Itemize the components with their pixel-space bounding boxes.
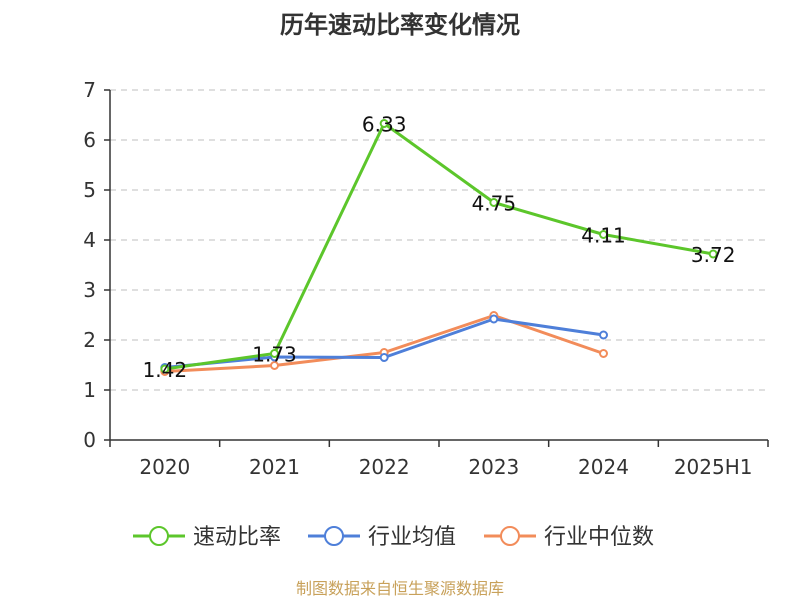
- y-tick-label: 7: [83, 78, 96, 102]
- x-tick-label: 2021: [249, 455, 300, 479]
- data-point: [599, 349, 608, 358]
- legend-marker-icon: [500, 526, 520, 546]
- chart-title: 历年速动比率变化情况: [280, 11, 520, 39]
- data-point: [489, 314, 499, 324]
- legend-item[interactable]: 速动比率: [133, 525, 281, 550]
- data-point: [489, 198, 499, 207]
- x-tick-label: 2020: [139, 455, 190, 479]
- x-tick-label: 2025H1: [674, 455, 753, 479]
- data-point: [599, 330, 608, 340]
- data-point: [599, 230, 608, 239]
- data-label: 4.75: [472, 192, 517, 216]
- series-lines: [160, 119, 718, 376]
- y-tick-label: 6: [83, 128, 96, 152]
- legend-label: 行业中位数: [544, 525, 654, 550]
- data-point: [708, 249, 718, 259]
- y-tick-label: 4: [83, 228, 96, 252]
- source-note: 制图数据来自恒生聚源数据库: [296, 579, 504, 598]
- series-line: [164, 122, 714, 371]
- grid-lines: [110, 89, 768, 391]
- legend-item[interactable]: 行业均值: [308, 525, 456, 550]
- data-labels: 1.42 1.73 6.33 4.75 4.11 3.72: [143, 113, 736, 383]
- y-tick-label: 1: [83, 378, 96, 402]
- y-tick-label: 3: [83, 278, 96, 302]
- data-label: 1.73: [252, 343, 297, 367]
- data-label: 3.72: [691, 243, 736, 267]
- data-point: [270, 361, 279, 370]
- x-tick-label: 2024: [578, 455, 629, 479]
- data-label: 1.42: [143, 358, 188, 382]
- legend[interactable]: 速动比率 行业均值 行业中位数: [133, 525, 654, 550]
- data-point: [270, 349, 279, 358]
- x-tick-label: 2023: [468, 455, 519, 479]
- legend-marker-icon: [324, 526, 344, 546]
- data-point: [379, 119, 389, 128]
- legend-label: 速动比率: [193, 525, 281, 550]
- data-label: 6.33: [362, 113, 407, 137]
- legend-marker-icon: [149, 526, 169, 546]
- data-label: 4.11: [581, 224, 626, 248]
- y-tick-label: 2: [83, 328, 96, 352]
- axes: 0 1 2 3 4 5 6 7 2020 2021 2022 2023 2024 2025H1: [83, 78, 769, 479]
- legend-label: 行业均值: [368, 525, 456, 550]
- y-tick-label: 5: [83, 178, 96, 202]
- data-point: [379, 353, 389, 362]
- data-point: [160, 364, 170, 374]
- legend-item[interactable]: 行业中位数: [484, 525, 654, 550]
- x-tick-label: 2022: [359, 455, 410, 479]
- y-tick-label: 0: [83, 428, 96, 452]
